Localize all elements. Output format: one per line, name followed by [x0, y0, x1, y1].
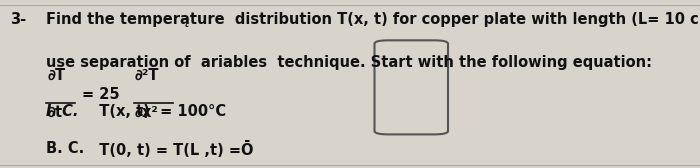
- Text: 3-: 3-: [10, 12, 27, 27]
- Text: ∂T: ∂T: [48, 68, 66, 83]
- Text: ∂x²: ∂x²: [134, 105, 158, 120]
- Text: T(0, t) = T(L ,t) =Ō: T(0, t) = T(L ,t) =Ō: [89, 141, 253, 158]
- Text: T(x, t)  = 100°C: T(x, t) = 100°C: [89, 104, 226, 119]
- Text: B. C.: B. C.: [46, 141, 84, 156]
- Text: use separation of  ariables  technique. Start with the following equation:: use separation of ariables technique. St…: [46, 55, 652, 70]
- Text: ∂²T: ∂²T: [134, 68, 159, 83]
- Text: I. C.: I. C.: [46, 104, 78, 119]
- Text: = 25: = 25: [82, 87, 120, 102]
- Text: ∂t: ∂t: [48, 105, 63, 120]
- Text: Find the temperąture  distribution T(x, t) for copper plate with length (L= 10 c: Find the temperąture distribution T(x, t…: [46, 12, 700, 27]
